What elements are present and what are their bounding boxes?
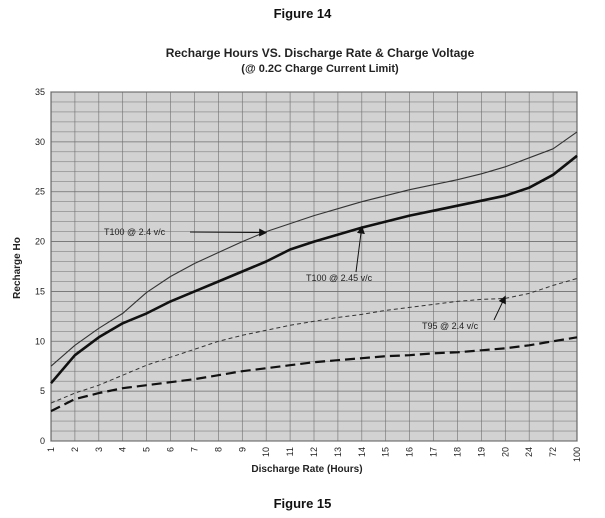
x-tick-label: 8 xyxy=(213,447,223,452)
annotation-label: T95 @ 2.4 v/c xyxy=(422,321,479,331)
chart-subtitle: (@ 0.2C Charge Current Limit) xyxy=(241,63,399,75)
x-tick-label: 10 xyxy=(261,447,271,457)
y-tick-label: 0 xyxy=(40,436,45,446)
x-tick-label: 2 xyxy=(70,447,80,452)
x-tick-label: 9 xyxy=(237,447,247,452)
x-tick-label: 100 xyxy=(572,447,582,462)
y-tick-label: 35 xyxy=(35,87,45,97)
y-tick-label: 15 xyxy=(35,286,45,296)
x-tick-label: 19 xyxy=(476,447,486,457)
x-tick-label: 6 xyxy=(166,447,176,452)
figure-caption-top: Figure 14 xyxy=(273,6,332,21)
series-line-2 xyxy=(50,154,578,385)
x-tick-label: 14 xyxy=(357,447,367,457)
x-tick-label: 1 xyxy=(46,447,56,452)
x-tick-label: 16 xyxy=(405,447,415,457)
y-axis-label: Recharge Ho xyxy=(12,237,23,299)
x-tick-label: 15 xyxy=(381,447,391,457)
y-tick-labels: 0 5 10 15 20 25 30 35 xyxy=(35,87,45,446)
annotation-label: T100 @ 2.45 v/c xyxy=(306,273,373,283)
x-tick-label: 3 xyxy=(94,447,104,452)
series-layer xyxy=(50,131,578,413)
gridlines xyxy=(50,91,578,442)
annotation-label: T100 @ 2.4 v/c xyxy=(104,227,166,237)
y-tick-label: 10 xyxy=(35,336,45,346)
y-tick-label: 5 xyxy=(40,386,45,396)
x-tick-label: 7 xyxy=(189,447,199,452)
chart-title: Recharge Hours VS. Discharge Rate & Char… xyxy=(166,46,475,60)
annotation-arrow xyxy=(355,225,365,273)
series-line-4 xyxy=(50,336,578,413)
x-tick-label: 24 xyxy=(524,447,534,457)
x-axis-label: Discharge Rate (Hours) xyxy=(251,464,362,475)
x-tick-label: 11 xyxy=(285,447,295,456)
y-tick-label: 20 xyxy=(35,237,45,247)
x-tick-label: 5 xyxy=(142,447,152,452)
y-tick-label: 25 xyxy=(35,187,45,197)
figure-caption-bottom: Figure 15 xyxy=(273,496,332,511)
annotation-layer: T100 @ 2.4 v/c T100 @ 2.45 v/c T95 @ 2.4 v… xyxy=(104,225,506,331)
x-tick-label: 4 xyxy=(118,447,128,452)
series-line-3 xyxy=(50,278,578,404)
series-line-1 xyxy=(50,131,578,367)
x-tick-label: 20 xyxy=(500,447,510,457)
x-tick-labels: 1 2 3 4 5 6 7 8 9 10 11 12 13 14 15 16 17 18 19 20 24 72 100 xyxy=(46,447,582,462)
x-tick-label: 72 xyxy=(548,447,558,457)
annotation-arrow xyxy=(493,295,506,321)
x-tick-label: 18 xyxy=(452,447,462,457)
x-tick-label: 13 xyxy=(333,447,343,457)
x-tick-label: 12 xyxy=(309,447,319,457)
annotation-arrow xyxy=(189,228,268,237)
x-tick-label: 17 xyxy=(429,447,439,457)
y-tick-label: 30 xyxy=(35,137,45,147)
